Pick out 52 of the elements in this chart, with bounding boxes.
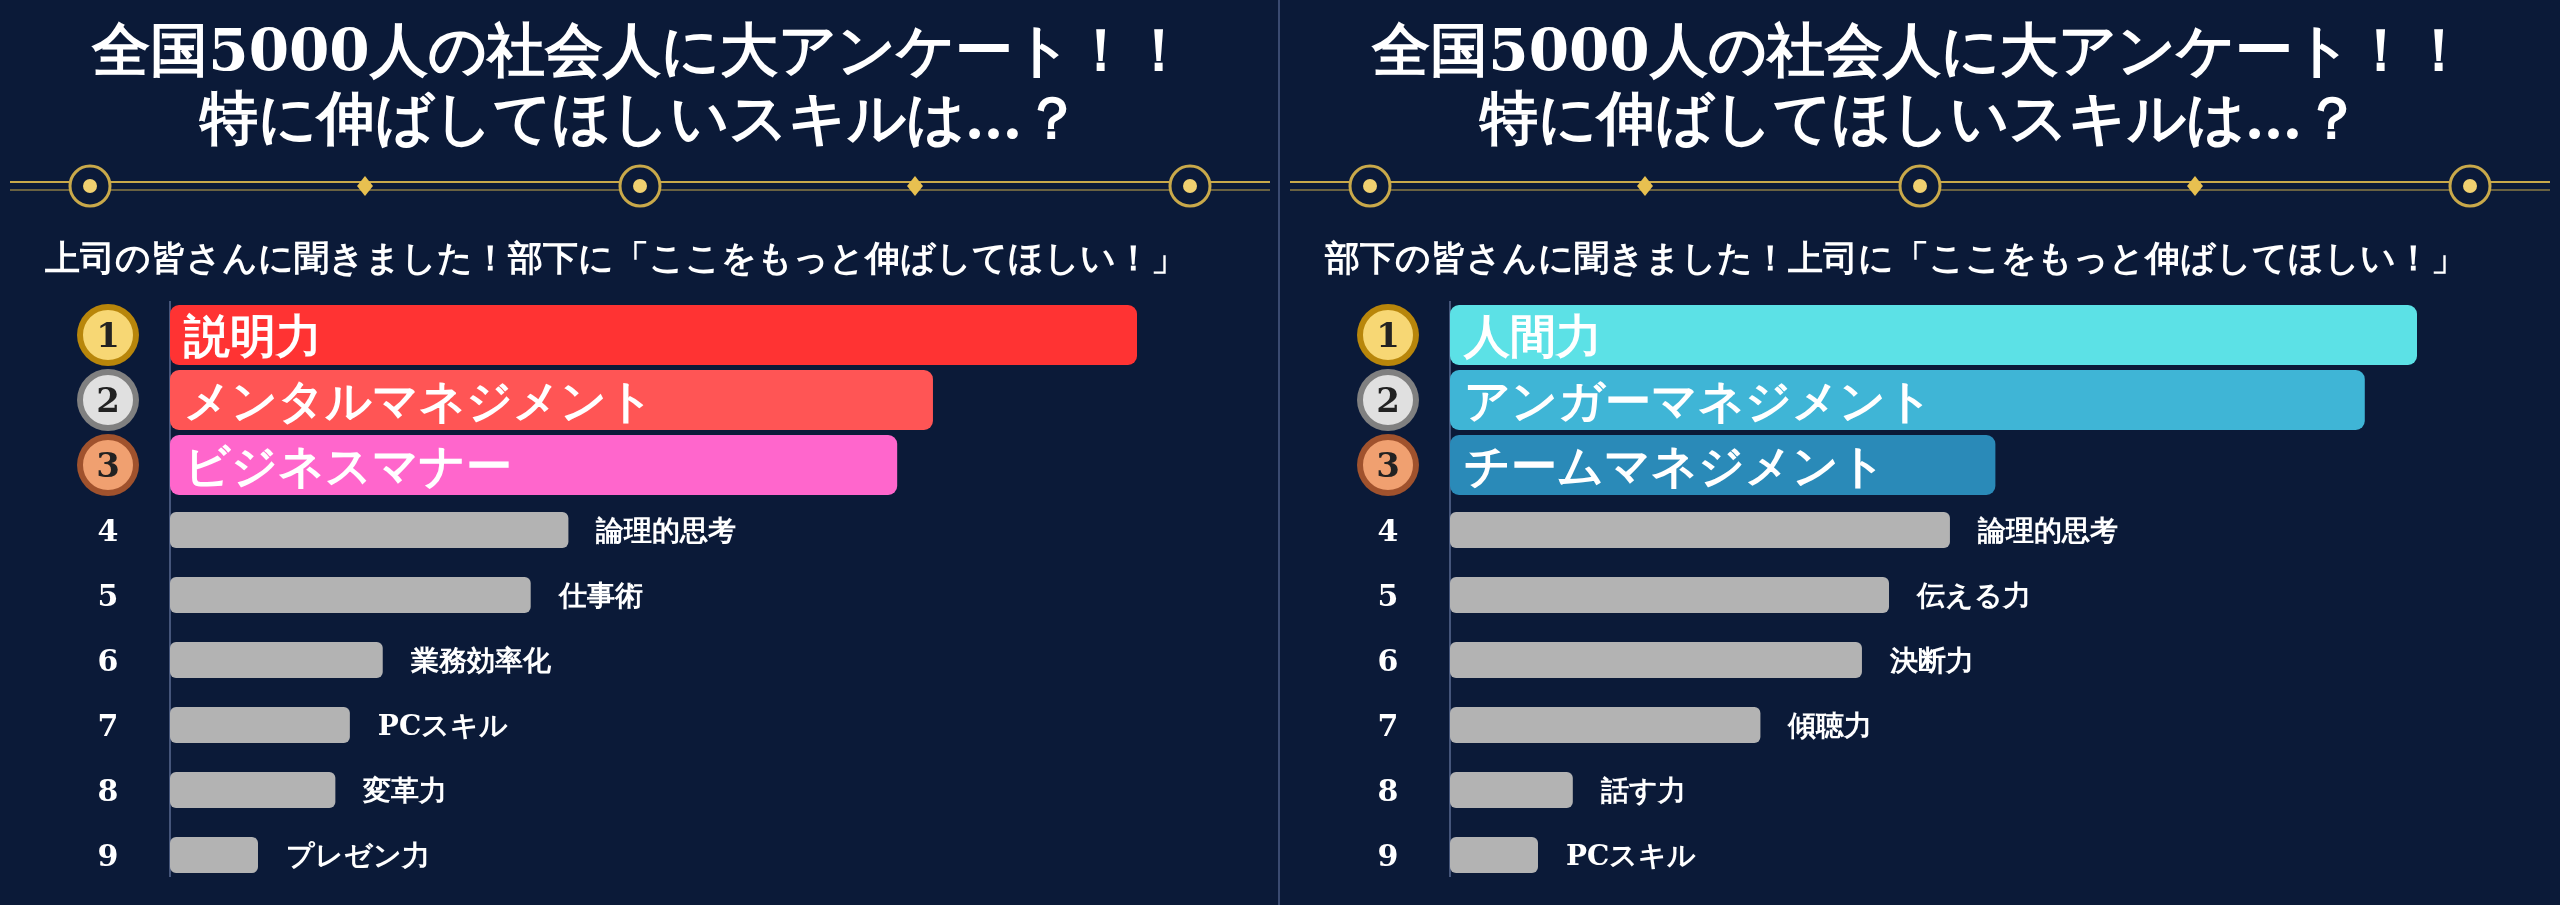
y-tick-label: 業務効率化 <box>409 644 552 678</box>
text: 3 <box>1376 445 1400 486</box>
y-tick-label: 仕事術 <box>556 579 643 613</box>
text: 9 <box>1377 837 1399 873</box>
y-tick-label: ビジネスマナー <box>184 438 512 493</box>
bar <box>1450 707 1761 743</box>
bar <box>1450 577 1890 613</box>
y-tick-label: PCスキル <box>1566 839 1697 873</box>
bar <box>170 772 336 808</box>
text: 3 <box>96 445 120 486</box>
y-tick-label: 傾聴力 <box>1787 709 1873 743</box>
y-tick-label: 人間力 <box>1463 308 1602 363</box>
text: 5 <box>97 577 119 613</box>
chart-title: 全国5000人の社会人に大アンケート！！特に伸ばしてほしいスキルは…？ <box>91 16 1188 152</box>
text: 2 <box>96 380 120 421</box>
chart-subtitle: 部下の皆さんに聞きました！上司に「ここをもっと伸ばしてほしい！」 <box>1324 237 2466 278</box>
y-tick-label: メンタルマネジメント <box>184 373 654 428</box>
bar <box>1450 772 1573 808</box>
bar <box>170 512 569 548</box>
y-tick-label: アンガーマネジメント <box>1464 373 1933 428</box>
chart-title: 全国5000人の社会人に大アンケート！！特に伸ばしてほしいスキルは…？ <box>1371 16 2468 152</box>
text: 8 <box>1377 772 1399 808</box>
text: 9 <box>97 837 119 873</box>
text: 7 <box>97 707 119 743</box>
text: 7 <box>1377 707 1399 743</box>
text: 2 <box>1376 380 1400 421</box>
y-tick-label: 説明力 <box>183 308 322 363</box>
y-tick-label: 論理的思考 <box>1976 514 2118 548</box>
y-tick-label: チームマネジメント <box>1464 438 1886 493</box>
bar <box>170 577 531 613</box>
y-tick-label: PCスキル <box>377 709 509 743</box>
y-tick-label: 話す力 <box>1599 774 1686 808</box>
y-tick-label: 伝える力 <box>1916 579 2032 613</box>
y-tick-label: 変革力 <box>362 774 448 808</box>
text: 6 <box>1377 642 1399 678</box>
y-tick-label: 決断力 <box>1888 644 1974 678</box>
text: 4 <box>1377 512 1399 548</box>
bar <box>1450 512 1950 548</box>
bar <box>170 707 350 743</box>
y-tick-label: 論理的思考 <box>595 514 737 548</box>
text: 1 <box>1376 315 1400 356</box>
text: 1 <box>96 315 120 356</box>
text: 4 <box>97 512 119 548</box>
bar <box>1450 837 1538 873</box>
bar <box>170 642 383 678</box>
text: 8 <box>97 772 119 808</box>
chart-subtitle: 上司の皆さんに聞きました！部下に「ここをもっと伸ばしてほしい！」 <box>44 237 1186 278</box>
y-tick-label: プレゼン力 <box>286 839 430 873</box>
bar <box>1450 642 1862 678</box>
text: 6 <box>97 642 119 678</box>
bar <box>170 837 258 873</box>
text: 5 <box>1377 577 1399 613</box>
